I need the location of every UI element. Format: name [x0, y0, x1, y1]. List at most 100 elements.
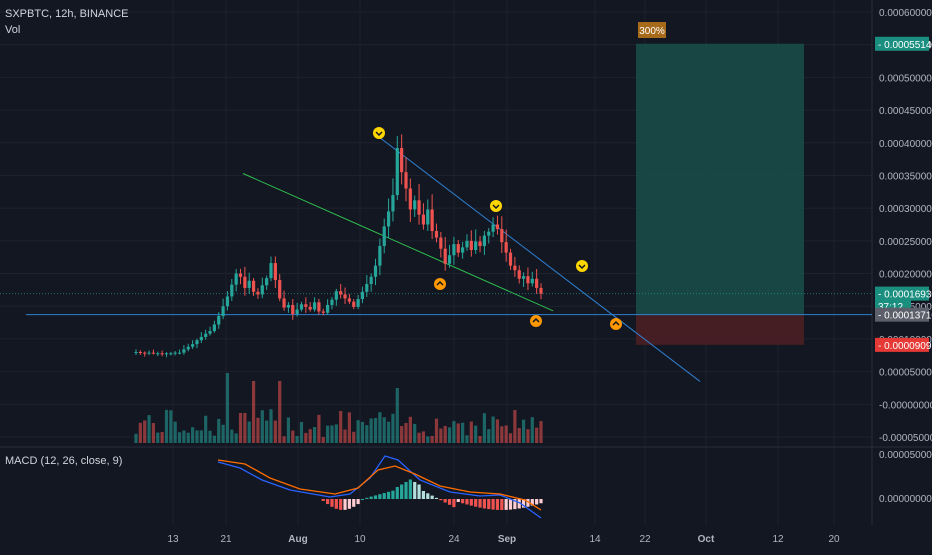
candle-body: [339, 291, 343, 295]
y-tick-label: 0.00030000: [879, 204, 932, 215]
price-tag: - 0.00016930: [875, 286, 932, 301]
candle-body: [282, 298, 286, 308]
candle-body: [535, 278, 539, 288]
volume-bar: [482, 413, 486, 443]
candle-body: [199, 336, 203, 341]
macd-histogram-bar: [347, 499, 351, 509]
candle-body: [251, 280, 256, 292]
candle-body: [400, 148, 404, 173]
candle-body: [474, 241, 478, 250]
volume-bar: [373, 418, 378, 443]
candle-body: [504, 242, 508, 253]
volume-bar: [269, 409, 273, 443]
macd-histogram-bar: [400, 484, 404, 499]
candle-body: [404, 172, 408, 189]
candle-body: [243, 276, 247, 288]
macd-histogram-bar: [482, 499, 486, 509]
lower-trendline: [242, 173, 554, 312]
candle-body: [426, 209, 430, 225]
volume-bar: [251, 381, 256, 443]
candle-body: [160, 353, 164, 355]
candle-body: [143, 352, 147, 354]
volume-bar: [195, 430, 199, 443]
candle-body: [204, 333, 208, 337]
candle-body: [386, 211, 391, 227]
volume-bar: [225, 373, 230, 443]
volume-bar: [500, 426, 504, 443]
chevron-up-icon: [436, 280, 444, 286]
volume-bar: [417, 432, 421, 443]
candle-body: [273, 263, 277, 281]
volume-bar: [173, 421, 177, 443]
price-tag: - 0.00055140: [875, 36, 932, 51]
volume-bar: [330, 425, 334, 443]
x-tick-label: 14: [589, 534, 601, 545]
volume-bar: [408, 416, 412, 443]
candle-body: [352, 301, 356, 307]
macd-legend: MACD (12, 26, close, 9): [5, 455, 123, 467]
macd-histogram-bar: [539, 499, 543, 504]
y-tick-label: -0.00000000: [879, 400, 932, 411]
macd-histogram-bar: [395, 487, 399, 499]
candle-body: [539, 287, 543, 294]
sell-signal-marker: [576, 260, 588, 272]
x-tick-label: Aug: [288, 534, 307, 545]
candle-body: [365, 284, 369, 292]
candle-body: [482, 235, 486, 247]
volume-bar: [347, 412, 351, 443]
macd-tick-label: 0.00005000: [879, 450, 932, 461]
volume-bar: [273, 420, 277, 443]
volume-bar: [169, 410, 173, 443]
candle-body: [225, 296, 230, 307]
volume-bar: [352, 431, 356, 443]
candle-body: [238, 273, 243, 277]
volume-bar: [365, 425, 369, 443]
candle-body: [156, 353, 160, 355]
upper-trendline: [377, 135, 701, 382]
candle-body: [356, 299, 360, 307]
x-tick-label: 20: [828, 534, 840, 545]
candle-body: [378, 246, 382, 266]
volume-bar: [443, 425, 447, 443]
volume-bar: [265, 420, 269, 443]
candle-body: [308, 306, 312, 310]
volume-bar: [447, 427, 452, 443]
volume-bar: [134, 433, 138, 443]
candle-body: [434, 231, 439, 238]
macd-histogram-bar: [343, 499, 347, 510]
x-tick-label: Oct: [698, 534, 715, 545]
macd-histogram-bar: [517, 499, 521, 509]
macd-histogram-bar: [391, 490, 395, 499]
target-label-bg: [638, 22, 666, 38]
candle-body: [330, 299, 334, 305]
candle-body: [513, 265, 517, 271]
macd-histogram-bar: [508, 499, 513, 510]
candle-body: [421, 214, 426, 225]
volume-bar: [278, 381, 282, 443]
price-tag: - 0.00009091: [875, 337, 932, 352]
volume-bar: [360, 421, 365, 443]
price-tag-label: - 0.00016930: [878, 290, 932, 301]
price-tag: - 0.00013710: [875, 307, 932, 322]
candle-body: [395, 148, 399, 196]
macd-histogram-bar: [339, 499, 343, 510]
macd-histogram-bar: [500, 499, 504, 510]
macd-histogram-bar: [452, 499, 456, 508]
x-tick-label: 24: [448, 534, 460, 545]
volume-bar: [478, 436, 482, 443]
candle-body: [500, 229, 504, 243]
volume-bar: [339, 410, 343, 443]
price-tag-label: - 0.00055140: [878, 40, 932, 51]
candle-body: [304, 304, 308, 307]
macd-histogram-bar: [426, 493, 430, 499]
volume-bar: [247, 421, 251, 443]
volume-bar: [469, 421, 473, 443]
price-tag-bg: [875, 36, 929, 51]
volume-bar: [147, 415, 151, 443]
volume-bar: [234, 433, 238, 443]
volume-bar: [282, 436, 286, 443]
volume-bar: [326, 425, 330, 443]
candle-body: [317, 302, 321, 312]
